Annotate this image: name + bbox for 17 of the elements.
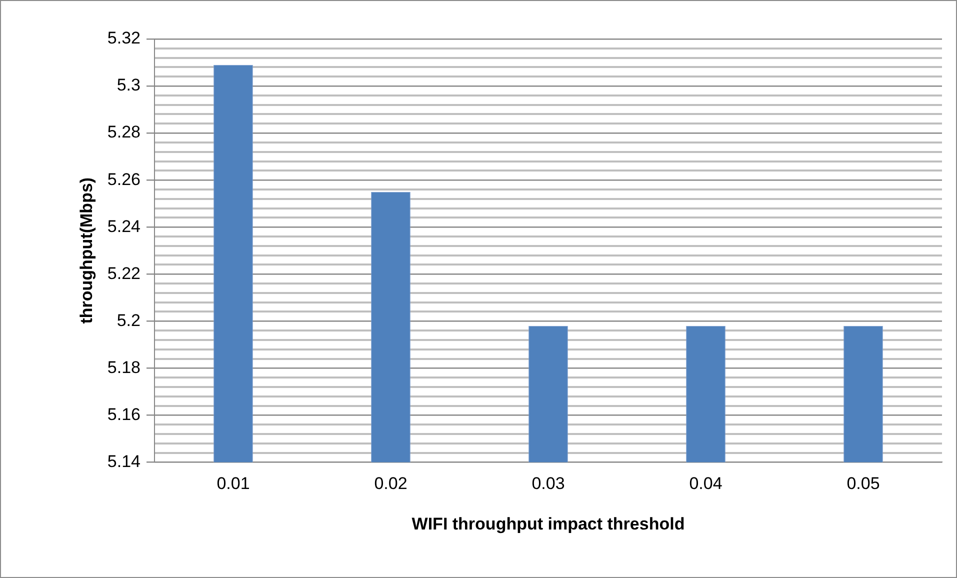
y-tick-label: 5.22 (107, 264, 140, 283)
x-tick-label: 0.01 (216, 474, 250, 494)
x-axis-title: WIFI throughput impact threshold (412, 514, 685, 534)
x-tick-label: 0.02 (374, 474, 408, 494)
x-tick-label: 0.03 (532, 474, 565, 494)
y-tick-label: 5.18 (107, 358, 140, 377)
x-tick-label: 0.05 (846, 474, 880, 494)
y-tick-label: 5.26 (107, 170, 140, 189)
y-tick-label: 5.32 (107, 28, 140, 48)
y-axis-title: throughput(Mbps) (76, 177, 96, 324)
y-tick-label: 5.14 (107, 452, 140, 471)
y-tick-label: 5.2 (116, 310, 140, 330)
y-tick-label: 5.28 (107, 122, 140, 142)
y-tick-label: 5.16 (107, 404, 140, 424)
y-tick-label: 5.24 (107, 216, 140, 236)
y-tick-label: 5.3 (116, 76, 140, 95)
x-tick-label: 0.04 (689, 474, 722, 494)
